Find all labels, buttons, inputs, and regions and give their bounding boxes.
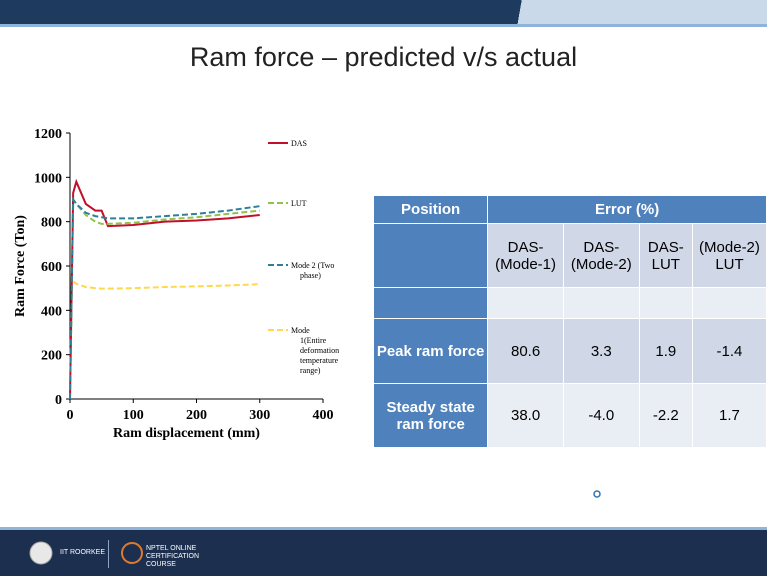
x-tick-label: 200	[186, 408, 207, 423]
cell: DAS-(Mode-1)	[487, 223, 564, 288]
legend-label: DAS	[291, 139, 307, 148]
cell: 80.6	[487, 318, 564, 384]
series-line	[69, 196, 260, 400]
series-line	[72, 280, 260, 290]
x-tick-label: 100	[123, 408, 144, 423]
y-tick-label: 800	[41, 216, 62, 231]
legend-label: LUT	[291, 199, 307, 208]
cell: Error (%)	[487, 195, 767, 224]
legend-label-line: DAS	[291, 139, 307, 148]
legend-label-line: deformation	[300, 346, 339, 355]
error-table: Position Error (%) DAS-(Mode-1) DAS-(Mode-…	[372, 195, 767, 448]
divider	[108, 540, 109, 568]
x-axis-label: Ram displacement (mm)	[113, 426, 260, 441]
legend-label-line: Mode	[291, 326, 310, 335]
cell: -1.4	[691, 318, 767, 384]
y-tick-label: 1200	[34, 127, 62, 142]
cell	[638, 287, 693, 319]
y-tick-label: 1000	[34, 171, 62, 186]
logo	[29, 541, 53, 565]
cell	[372, 223, 489, 288]
top-accent	[467, 0, 767, 24]
series-line	[69, 196, 260, 400]
legend-label-line: Mode 2 (Two	[291, 261, 334, 270]
cell: 1.7	[691, 383, 767, 448]
x-tick-label: 300	[249, 408, 270, 423]
logo	[121, 542, 143, 564]
footer-left: IIT ROORKEE	[60, 549, 105, 556]
cell: (Mode-2) LUT	[691, 223, 767, 288]
pointer-dot	[593, 490, 601, 498]
cell: -2.2	[638, 383, 693, 448]
cell: 3.3	[562, 318, 640, 384]
legend-label: Mode 2 (Two phase)	[291, 261, 334, 280]
cell: Peak ram force	[372, 318, 489, 384]
slide-title: Ram force – predicted v/s actual	[189, 42, 578, 72]
y-tick-label: 200	[41, 349, 62, 364]
cell	[372, 287, 489, 319]
legend-label: Mode 1(Entire deformation temperature range)	[291, 326, 339, 375]
legend-label-line: 1(Entire	[300, 336, 327, 345]
cell: Position	[372, 195, 489, 224]
y-tick-label: 0	[55, 393, 62, 408]
legend-label-line: LUT	[291, 199, 307, 208]
cell: 1.9	[638, 318, 693, 384]
legend-label-line: temperature	[300, 356, 339, 365]
series-line	[69, 178, 260, 400]
cell: DAS-LUT	[638, 223, 693, 288]
footer: IIT ROORKEE NPTEL ONLINE CERTIFICATION C…	[0, 527, 767, 576]
cell: DAS-(Mode-2)	[562, 223, 640, 288]
legend-label-line: range)	[300, 366, 321, 375]
top-strip	[0, 24, 767, 27]
cell: 38.0	[487, 383, 564, 448]
footer-right: NPTEL ONLINE CERTIFICATION COURSE	[146, 545, 200, 568]
cell	[691, 287, 767, 319]
cell: Steady state ram force	[372, 383, 489, 448]
cell	[562, 287, 640, 319]
cell: -4.0	[562, 383, 640, 448]
y-axis-label: Ram Force (Ton)	[13, 215, 28, 317]
chart: 0 200 400 600 800 1000 1200 0 100 200 300 400 Ram di…	[13, 127, 339, 441]
x-tick-label: 0	[67, 408, 74, 423]
y-tick-label: 400	[41, 304, 62, 319]
cell	[487, 287, 564, 319]
legend-label-line: phase)	[300, 271, 321, 280]
y-tick-label: 600	[41, 260, 62, 275]
x-tick-label: 400	[313, 408, 334, 423]
